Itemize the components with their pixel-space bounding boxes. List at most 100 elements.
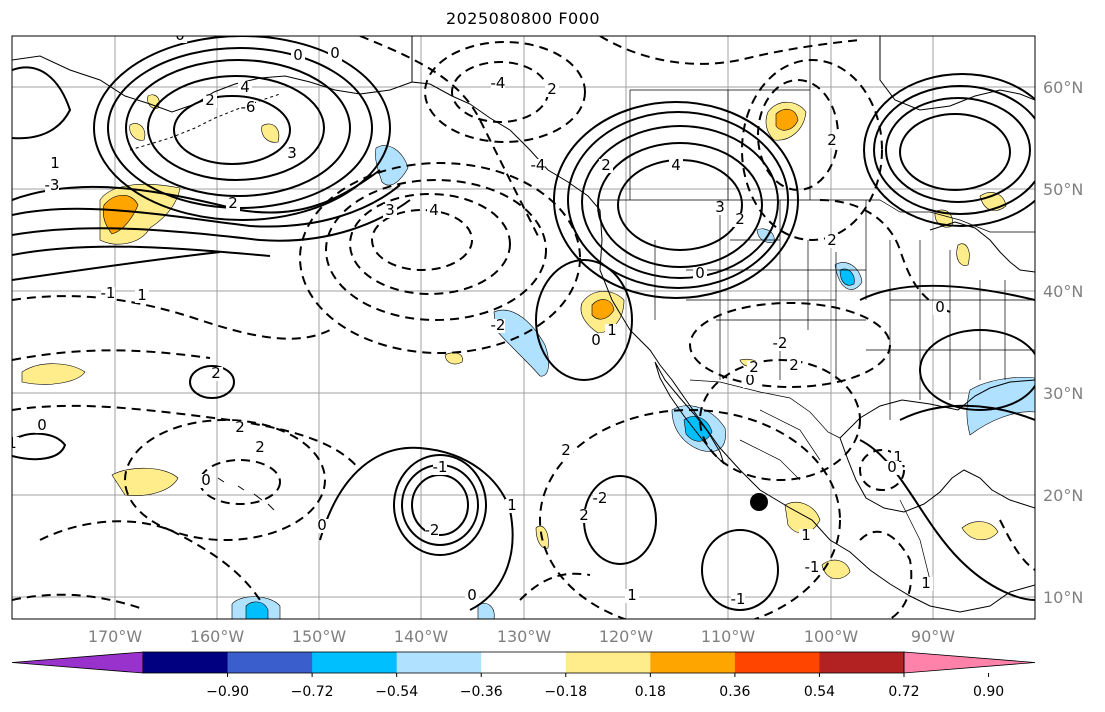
- contour-label: 2: [211, 364, 221, 382]
- aleutian-islands: [129, 93, 281, 151]
- contour-label-bg: [491, 77, 505, 91]
- colorbar-tick-label: 0.36: [719, 684, 750, 700]
- contour-label-bg: [747, 361, 761, 375]
- contour-label: 0: [745, 371, 755, 389]
- contour-label: 4: [240, 78, 250, 96]
- contour-label: 2: [789, 356, 799, 374]
- contour-label: 1: [607, 321, 617, 339]
- contour-line: [199, 459, 281, 505]
- contour-line: [701, 529, 779, 611]
- contour-line: [424, 41, 586, 143]
- contour-label: 0: [887, 458, 897, 476]
- positive-shading-core: [102, 194, 139, 235]
- contour-label-bg: [173, 36, 187, 43]
- contour-line: [359, 36, 541, 241]
- positive-shading: [956, 243, 970, 266]
- contour-line: [349, 193, 511, 295]
- colorbar-tick-label: −0.90: [206, 684, 249, 700]
- contour-line: [859, 449, 905, 491]
- contour-label: 3: [715, 198, 725, 216]
- longitude-label: 100°W: [804, 627, 859, 646]
- contour-label-bg: [241, 101, 255, 115]
- contour-label-bg: [491, 319, 505, 333]
- contour-line: [12, 184, 401, 228]
- contour-label-bg: [433, 461, 447, 475]
- contour-label-bg: [48, 157, 62, 171]
- plot-frame: [11, 35, 1036, 620]
- contour-label-bg: [919, 577, 933, 591]
- contour-label-bg: [315, 519, 329, 533]
- contour-label-bg: [383, 204, 397, 218]
- contour-label-bg: [12, 437, 19, 451]
- contour-line: [12, 245, 271, 257]
- us-mexico-border: [689, 379, 841, 439]
- chart-title: 2025080800 F000: [445, 9, 601, 28]
- contour-line: [539, 409, 841, 619]
- contour-label: 0: [467, 586, 477, 604]
- colorbar-segment: [227, 652, 313, 673]
- contour-label-bg: [35, 419, 49, 433]
- colorbar-segment: [143, 652, 229, 673]
- contour-label-bg: [593, 492, 607, 506]
- contour-label: -4: [491, 74, 506, 92]
- longitude-label: 120°W: [599, 627, 654, 646]
- contour-label: 0: [201, 471, 211, 489]
- contour-label-bg: [669, 159, 683, 173]
- contour-label: -4: [531, 156, 546, 174]
- negative-shading-core: [839, 268, 855, 286]
- contour-label-bg: [799, 529, 813, 543]
- positive-shading: [129, 123, 146, 141]
- colorbar-segment: [396, 652, 482, 673]
- contour-label-bg: [209, 367, 223, 381]
- longitude-label: 160°W: [190, 627, 245, 646]
- contour-line: [12, 66, 72, 140]
- contour-label: -1: [101, 284, 116, 302]
- contour-label-bg: [773, 337, 787, 351]
- contour-label: 1: [507, 496, 517, 514]
- contour-label: 2: [235, 418, 245, 436]
- contour-label: 0: [695, 264, 705, 282]
- great-lakes: [929, 221, 1035, 273]
- longitude-label: 130°W: [497, 627, 552, 646]
- contour-label-bg: [713, 201, 727, 215]
- contour-line: [553, 101, 799, 299]
- bering-coast: [12, 55, 413, 113]
- hawaii-islands: [217, 477, 275, 511]
- longitude-label: 90°W: [911, 627, 955, 646]
- contour-label-bg: [531, 159, 545, 173]
- contour-label-bg: [253, 441, 267, 455]
- colorbar-tick-label: −0.18: [544, 684, 587, 700]
- contour-line: [12, 349, 211, 361]
- contour-label: 3: [287, 144, 297, 162]
- storm-center-dot: [750, 493, 768, 511]
- contour-label-bg: [226, 197, 240, 211]
- colorbar-tick-label: 0.54: [804, 684, 835, 700]
- longitude-label: 140°W: [394, 627, 449, 646]
- contour-label: -1: [433, 458, 448, 476]
- mexico-state-lines: [739, 409, 931, 581]
- contour-label: 2: [827, 131, 837, 149]
- colorbar-tick-label: 0.90: [973, 684, 1004, 700]
- contour-label-bg: [589, 334, 603, 348]
- contour-line: [93, 36, 391, 221]
- contour-label: 2: [749, 358, 759, 376]
- positive-shading: [21, 363, 86, 385]
- contour-label: 1: [921, 574, 931, 592]
- contour-line: [899, 404, 1035, 421]
- positive-shading-core: [775, 108, 799, 131]
- contour-line: [873, 85, 1035, 215]
- longitude-axis: 170°W 160°W 150°W 140°W 130°W 120°W 110°W 100°W…: [88, 627, 955, 646]
- contour-label: 2: [827, 231, 837, 249]
- contour-line: [597, 142, 763, 268]
- contour-label: -2: [593, 489, 608, 507]
- contour-label-bg: [599, 159, 613, 173]
- contour-line: [859, 530, 913, 619]
- contour-label-bg: [825, 234, 839, 248]
- contour-label-bg: [233, 421, 247, 435]
- contour-line: [325, 179, 547, 321]
- colorbar-segment: [650, 652, 736, 673]
- longitude-label: 170°W: [88, 627, 143, 646]
- contour-label: -2: [425, 521, 440, 539]
